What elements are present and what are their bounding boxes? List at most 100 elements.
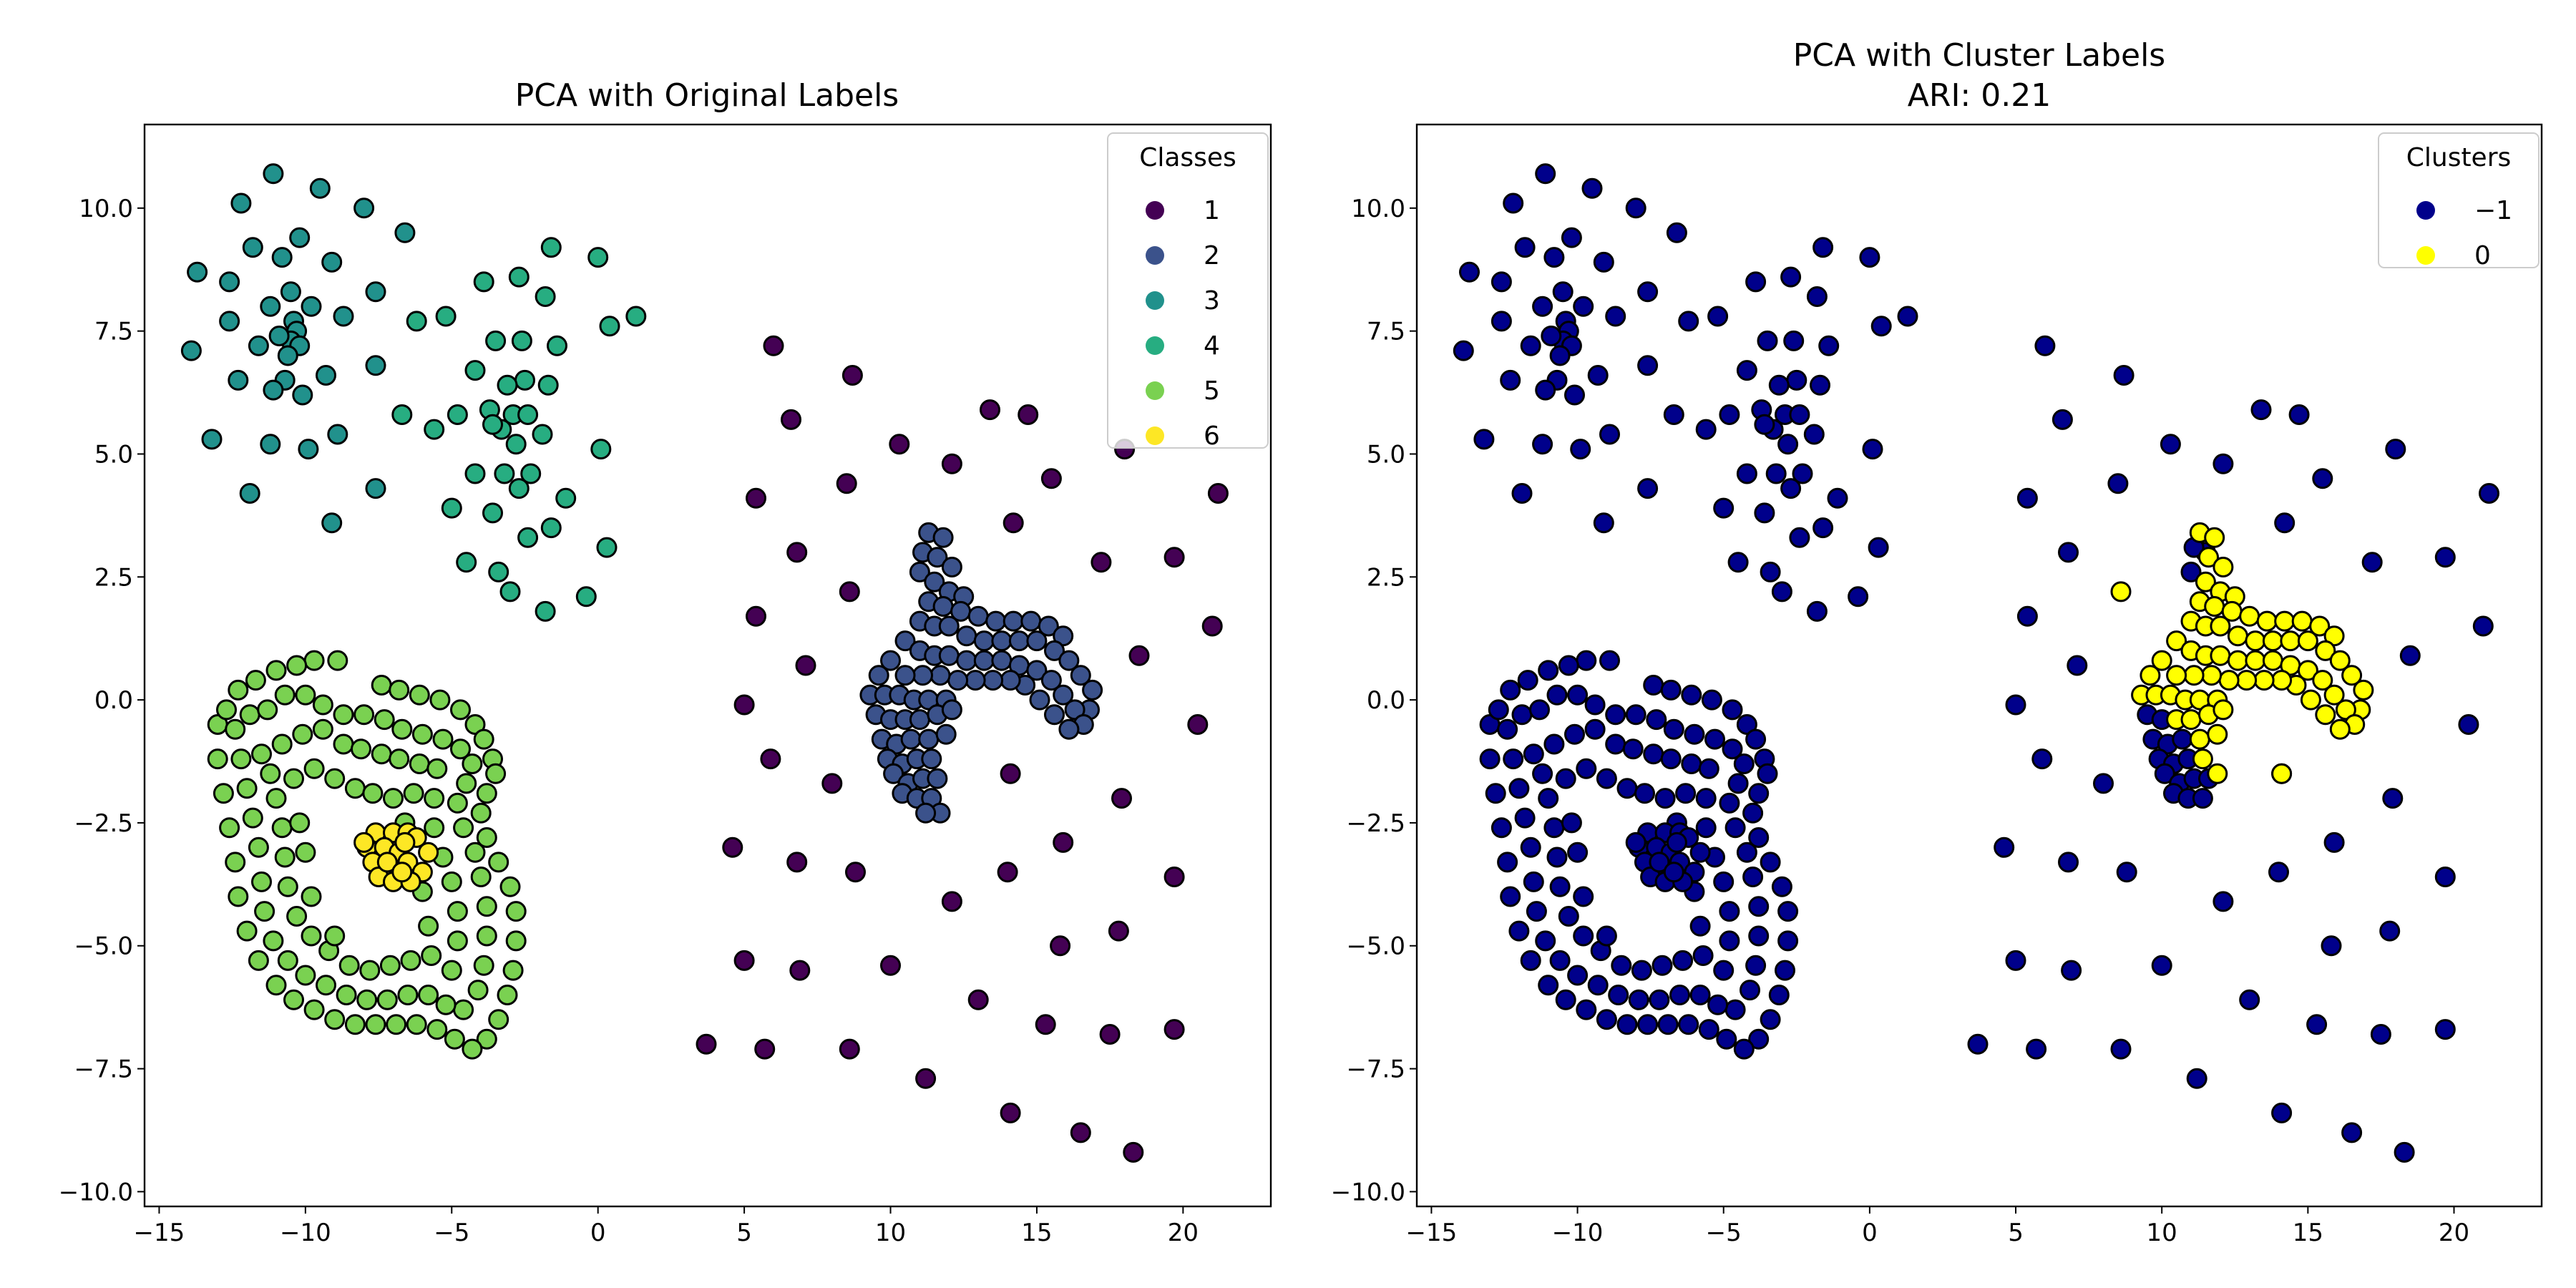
left-point-series-2-6 — [924, 571, 945, 592]
left-point-series-5-90 — [333, 733, 354, 755]
right-point-series-−1-264 — [1576, 758, 1597, 779]
right-y-tick-label: −2.5 — [1346, 809, 1405, 838]
left-point-series-5-43 — [207, 748, 228, 770]
left-point-series-1-45 — [1163, 1019, 1185, 1040]
right-point-series-−1-14 — [2361, 552, 2383, 573]
right-point-series-−1-5 — [2288, 404, 2310, 425]
right-point-series-−1-15 — [2434, 547, 2456, 568]
right-point-series-0-4 — [2212, 557, 2234, 577]
right-point-series-0-53 — [2166, 665, 2187, 686]
right-point-series-−1-226 — [1535, 930, 1556, 952]
left-point-series-5-79 — [263, 930, 284, 952]
right-point-series-−1-141 — [1813, 517, 1834, 539]
left-point-series-1-39 — [696, 1033, 717, 1055]
left-point-series-5-38 — [236, 920, 258, 942]
right-point-series-−1-21 — [2031, 748, 2053, 770]
right-point-series-−1-74 — [1543, 247, 1565, 268]
left-point-series-5-85 — [230, 748, 252, 770]
left-point-series-5-122 — [403, 783, 424, 804]
left-legend-box — [1107, 132, 1269, 449]
right-point-series-0-43 — [2329, 718, 2351, 740]
right-point-series-−1-219 — [1669, 985, 1690, 1005]
left-point-series-4-2 — [508, 266, 530, 288]
right-point-series-−1-149 — [1558, 655, 1579, 676]
left-point-series-5-69 — [453, 999, 474, 1020]
right-point-series-0-3 — [2198, 547, 2219, 568]
left-point-series-4-23 — [391, 404, 413, 425]
right-point-series-−1-271 — [1561, 812, 1582, 834]
right-point-series-−1-260 — [1543, 817, 1565, 839]
left-legend: Classes 1 2 3 4 5 6 — [1107, 132, 1269, 451]
right-point-series-−1-135 — [1780, 478, 1802, 499]
left-point-series-1-1 — [841, 365, 863, 386]
right-point-series-−1-212 — [1748, 896, 1770, 917]
right-point-series-−1-215 — [1740, 980, 1760, 1001]
left-point-series-3-13 — [260, 296, 281, 317]
left-point-series-5-74 — [356, 989, 378, 1010]
left-x-tick-label: −15 — [134, 1219, 185, 1247]
right-point-series-−1-1 — [2113, 365, 2135, 386]
left-legend-marker-1 — [1146, 201, 1164, 220]
right-point-series-−1-244 — [1695, 817, 1717, 839]
right-point-series-0-19 — [2210, 615, 2231, 637]
left-point-series-5-55 — [391, 718, 413, 740]
left-x-tick-label: 20 — [1168, 1219, 1199, 1247]
left-point-series-1-34 — [733, 950, 755, 971]
left-point-series-4-36 — [540, 517, 562, 539]
left-point-series-4-12 — [464, 360, 486, 381]
left-point-series-2-50 — [965, 670, 986, 691]
right-point-series-−1-237 — [1605, 733, 1626, 755]
right-point-series-0-49 — [2236, 670, 2258, 691]
left-point-series-2-81 — [927, 768, 948, 789]
right-point-series-−1-72 — [1561, 227, 1582, 248]
right-point-series-0-33 — [2210, 645, 2231, 666]
right-point-series-−1-292 — [1625, 831, 1646, 853]
right-point-series-−1-89 — [1549, 345, 1571, 366]
right-y-tick-label: −5.0 — [1346, 932, 1405, 961]
left-y-tick-label: −2.5 — [74, 809, 133, 838]
left-point-series-5-49 — [274, 684, 296, 706]
right-point-series-−1-87 — [1541, 326, 1562, 346]
left-point-series-6-16 — [376, 852, 398, 873]
left-point-series-1-38 — [1108, 920, 1129, 942]
left-point-series-5-54 — [374, 709, 395, 731]
right-point-series-−1-129 — [1695, 419, 1717, 440]
left-point-series-5-94 — [409, 753, 430, 774]
right-legend-label-0: 0 — [2474, 241, 2491, 270]
left-point-series-4-7 — [406, 311, 427, 332]
left-point-series-3-33 — [260, 434, 281, 455]
left-point-series-5-68 — [467, 980, 489, 1001]
left-point-series-5-107 — [338, 955, 360, 976]
right-point-series-−1-30 — [2268, 862, 2289, 883]
left-point-series-1-29 — [845, 862, 866, 883]
left-point-series-2-31 — [894, 630, 916, 652]
right-point-series-−1-38 — [1967, 1033, 1989, 1055]
right-point-series-−1-126 — [1803, 424, 1825, 445]
right-point-series-−1-146 — [1771, 581, 1792, 602]
right-x-tick-label: −5 — [1706, 1219, 1742, 1247]
left-point-series-5-14 — [485, 763, 507, 784]
left-point-series-4-31 — [555, 487, 577, 509]
right-point-series-0-54 — [2151, 650, 2172, 671]
right-point-series-−1-80 — [1532, 296, 1553, 317]
left-point-series-3-25 — [316, 365, 336, 386]
left-point-series-4-32 — [482, 502, 503, 524]
left-point-series-5-28 — [426, 1019, 448, 1040]
right-point-series-−1-225 — [1549, 950, 1571, 971]
right-point-series-0-34 — [2227, 650, 2248, 671]
left-point-series-5-46 — [225, 718, 246, 740]
left-point-series-2-71 — [900, 728, 922, 750]
right-point-series-−1-79 — [1637, 281, 1659, 303]
right-point-series-−1-170 — [1768, 985, 1790, 1005]
right-point-series-−1-222 — [1608, 985, 1629, 1005]
left-point-series-3-16 — [219, 311, 240, 332]
right-point-series-−1-272 — [1567, 841, 1589, 863]
right-point-series-0-13 — [2274, 610, 2296, 632]
right-point-series-−1-106 — [1859, 247, 1880, 268]
left-point-series-5-15 — [476, 783, 497, 804]
right-point-series-−1-110 — [1707, 306, 1729, 327]
right-point-series-−1-252 — [1652, 955, 1673, 976]
left-point-series-5-93 — [389, 748, 410, 770]
left-point-series-5-30 — [386, 1014, 407, 1035]
right-point-series-0-24 — [2297, 630, 2318, 652]
